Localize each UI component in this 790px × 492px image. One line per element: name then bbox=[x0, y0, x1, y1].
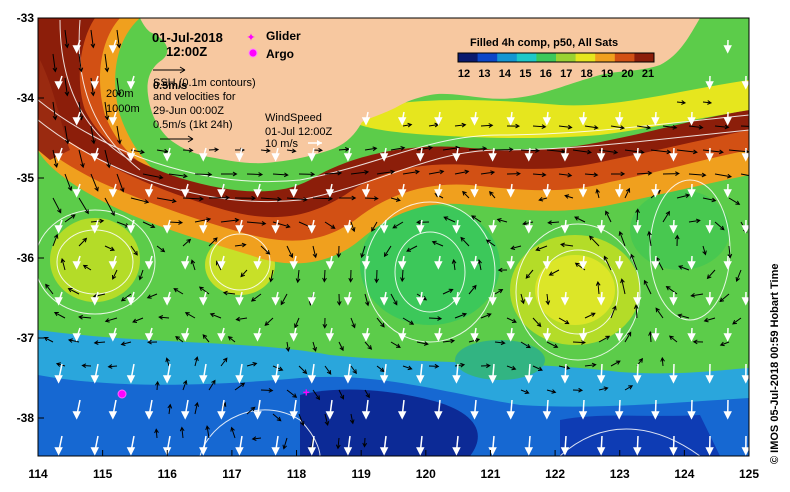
vel-scale: 0.5m/s (1kt 24h) bbox=[153, 119, 232, 131]
colorbar-tick-3: 15 bbox=[519, 68, 531, 80]
axis-ticks bbox=[37, 17, 750, 456]
wind-arrows bbox=[54, 39, 749, 456]
colorbar-swatch-5 bbox=[556, 53, 577, 62]
colorbar-tick-6: 18 bbox=[581, 68, 593, 80]
ssh-info-2: and velocities for bbox=[153, 91, 236, 103]
colorbar bbox=[457, 52, 655, 63]
x-tick-label-10: 124 bbox=[674, 467, 694, 481]
colorbar-swatch-6 bbox=[575, 53, 596, 62]
svg-text:+: + bbox=[303, 385, 310, 399]
colorbar-swatch-2 bbox=[497, 53, 518, 62]
legend-argo-icon bbox=[248, 48, 258, 58]
wind-title: WindSpeed bbox=[265, 112, 322, 124]
glider-marker: + bbox=[303, 385, 310, 399]
isobath-1000: 1000m bbox=[106, 103, 140, 115]
title-time: 12:00Z bbox=[166, 44, 207, 59]
title-date: 01-Jul-2018 bbox=[152, 30, 223, 45]
x-axis-labels: 114 115 116 117 118 119 120 121 122 123 124 125 bbox=[28, 467, 759, 481]
argo-marker bbox=[117, 389, 127, 399]
plot-frame bbox=[37, 17, 750, 457]
colorbar-tick-7: 19 bbox=[601, 68, 613, 80]
x-tick-label-7: 121 bbox=[480, 467, 500, 481]
colorbar-tick-0: 12 bbox=[458, 68, 470, 80]
colorbar-swatch-0 bbox=[458, 53, 479, 62]
x-tick-label-3: 117 bbox=[222, 467, 242, 481]
velocity-arrows bbox=[43, 29, 749, 451]
colorbar-swatch-4 bbox=[536, 53, 557, 62]
isobath-200: 200m bbox=[106, 88, 134, 100]
colorbar-tick-4: 16 bbox=[540, 68, 552, 80]
credit-text: © IMOS 05-Jul-2018 00:59 Hobart Time bbox=[769, 264, 781, 464]
y-tick-label-2: -35 bbox=[17, 171, 35, 185]
colorbar-tick-2: 14 bbox=[499, 68, 512, 80]
legend-glider-label: Glider bbox=[266, 29, 301, 43]
ssh-contours bbox=[38, 19, 749, 456]
colorbar-swatch-3 bbox=[516, 53, 537, 62]
y-tick-label-5: -38 bbox=[17, 411, 35, 425]
scale-label: 0.5m/s bbox=[153, 80, 187, 92]
colorbar-swatch-1 bbox=[477, 53, 498, 62]
wind-time: 01-Jul 12:00Z bbox=[265, 126, 333, 138]
ssh-info-1: SSH (0.1m contours) bbox=[153, 77, 256, 89]
colorbar-tick-8: 20 bbox=[621, 68, 633, 80]
y-tick-label-3: -36 bbox=[17, 251, 35, 265]
colorbar-tick-5: 17 bbox=[560, 68, 572, 80]
x-tick-label-2: 116 bbox=[158, 467, 178, 481]
y-axis-labels: -33 -34 -35 -36 -37 -38 bbox=[17, 11, 35, 425]
x-tick-label-11: 125 bbox=[739, 467, 759, 481]
legend-glider-icon: ✦ bbox=[246, 32, 255, 44]
colorbar-swatch-8 bbox=[614, 53, 635, 62]
x-tick-label-5: 119 bbox=[352, 467, 372, 481]
y-tick-label-0: -33 bbox=[17, 11, 35, 25]
colorbar-swatch-9 bbox=[634, 53, 655, 62]
colorbar-tick-1: 13 bbox=[478, 68, 490, 80]
colorbar-title: Filled 4h comp, p50, All Sats bbox=[470, 37, 618, 49]
wind-scale: 10 m/s bbox=[265, 138, 299, 150]
x-tick-label-4: 118 bbox=[287, 467, 307, 481]
x-tick-label-0: 114 bbox=[28, 467, 48, 481]
y-tick-label-1: -34 bbox=[17, 91, 35, 105]
x-tick-label-9: 123 bbox=[610, 467, 630, 481]
x-tick-label-8: 122 bbox=[545, 467, 565, 481]
ssh-info-3: 29-Jun 00:00Z bbox=[153, 105, 224, 117]
colorbar-ticks: 12 13 14 15 16 17 18 19 20 21 bbox=[458, 68, 654, 80]
credit-vertical: © IMOS 05-Jul-2018 00:59 Hobart Time bbox=[769, 264, 781, 464]
legend-argo-label: Argo bbox=[266, 47, 294, 61]
colorbar-swatch-7 bbox=[595, 53, 616, 62]
y-tick-label-4: -37 bbox=[17, 331, 35, 345]
colorbar-tick-9: 21 bbox=[642, 68, 654, 80]
x-tick-label-1: 115 bbox=[93, 467, 113, 481]
x-tick-label-6: 120 bbox=[416, 467, 436, 481]
